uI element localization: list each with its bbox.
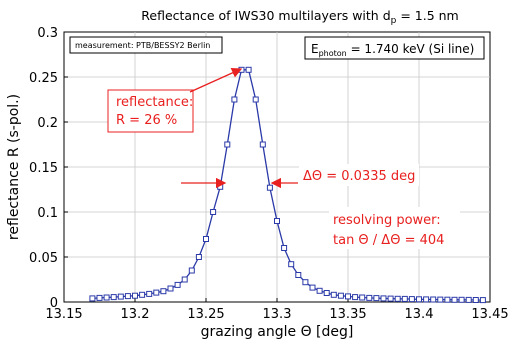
data-point (146, 290, 153, 297)
y-axis-label: reflectance R (s-pol.) (6, 94, 22, 240)
data-point (160, 288, 167, 295)
data-point (401, 295, 408, 302)
data-point (96, 294, 103, 301)
data-point (117, 293, 124, 300)
data-point (337, 292, 344, 299)
data-point (359, 294, 366, 301)
x-tick-label: 13.2 (121, 307, 150, 322)
data-point (444, 296, 451, 303)
data-point (479, 297, 486, 304)
data-point (451, 296, 458, 303)
data-point (245, 66, 252, 73)
data-point (430, 296, 437, 303)
data-point (387, 295, 394, 302)
data-point (458, 296, 465, 303)
data-point (472, 297, 479, 303)
measurement-box (69, 36, 223, 54)
data-point (437, 296, 444, 303)
data-point (132, 292, 138, 299)
data-point (167, 285, 174, 292)
y-tick-label: 0 (50, 296, 58, 311)
reflectance-arrow (189, 68, 243, 93)
data-point (274, 218, 280, 224)
data-point (188, 267, 195, 274)
data-point (295, 272, 302, 278)
data-point (89, 295, 96, 302)
data-point (330, 291, 337, 298)
data-point (195, 254, 202, 260)
data-point (408, 296, 415, 303)
reflectance-line1: reflectance: (116, 95, 193, 110)
y-tick-label: 0.1 (37, 206, 58, 221)
data-point (224, 141, 231, 148)
x-tick-label: 13.25 (187, 307, 224, 322)
data-point (423, 296, 430, 303)
data-point (366, 294, 373, 301)
chart-title: Reflectance of IWS30 multilayers with dp… (141, 8, 458, 26)
reflectance-line2: R = 26 % (116, 113, 177, 128)
resolving-line1: resolving power: (333, 213, 441, 228)
data-point (252, 96, 259, 103)
x-axis-label: grazing angle Θ [deg] (201, 324, 354, 340)
x-tick-label: 13.45 (471, 307, 508, 322)
data-point (281, 245, 288, 251)
x-tick-label: 13.3 (263, 307, 292, 322)
data-point (210, 209, 217, 215)
data-point (259, 141, 266, 148)
grid (64, 32, 490, 302)
resolving-box (329, 207, 460, 249)
data-point (302, 279, 309, 286)
series-group (89, 66, 486, 304)
resolving-line2: tan Θ / ΔΘ = 404 (333, 233, 444, 248)
y-tick-label: 0.2 (37, 116, 58, 131)
y-tick-label: 0.05 (29, 251, 58, 266)
y-tick-label: 0.3 (37, 26, 58, 41)
data-point (181, 276, 188, 283)
energy-label: Ephoton = 1.740 keV (Si line) (311, 42, 474, 58)
data-point (103, 294, 110, 301)
fwhm-label: ΔΘ = 0.0335 deg (303, 169, 415, 184)
x-tick-label: 13.35 (329, 307, 366, 322)
data-point (231, 96, 238, 103)
y-tick-label: 0.15 (29, 161, 58, 176)
x-tick-label: 13.4 (405, 307, 434, 322)
data-point (394, 295, 401, 302)
data-point (153, 289, 160, 296)
data-point (345, 293, 351, 300)
data-point (124, 293, 131, 300)
data-point (309, 284, 316, 291)
data-point (373, 295, 380, 302)
data-point (110, 294, 117, 301)
data-point (416, 296, 422, 303)
energy-box (304, 36, 485, 60)
data-point (465, 296, 472, 303)
data-point (266, 184, 273, 191)
data-point (217, 183, 224, 190)
axis-ticks: 13.15 13.2 13.25 13.3 13.35 13.4 13.45 0 0.05 0.1… (29, 26, 509, 322)
reflectance-box (107, 89, 194, 133)
data-point (203, 236, 209, 242)
data-point (288, 261, 295, 268)
fwhm-box (299, 164, 419, 186)
data-point (139, 291, 146, 298)
data-point (323, 290, 330, 296)
data-point (380, 295, 387, 302)
data-point (316, 287, 323, 294)
y-tick-label: 0.25 (29, 71, 58, 86)
x-tick-label: 13.15 (45, 307, 82, 322)
measurement-label: measurement: PTB/BESSY2 Berlin (75, 41, 210, 50)
data-point (352, 294, 359, 301)
data-point (174, 281, 181, 288)
